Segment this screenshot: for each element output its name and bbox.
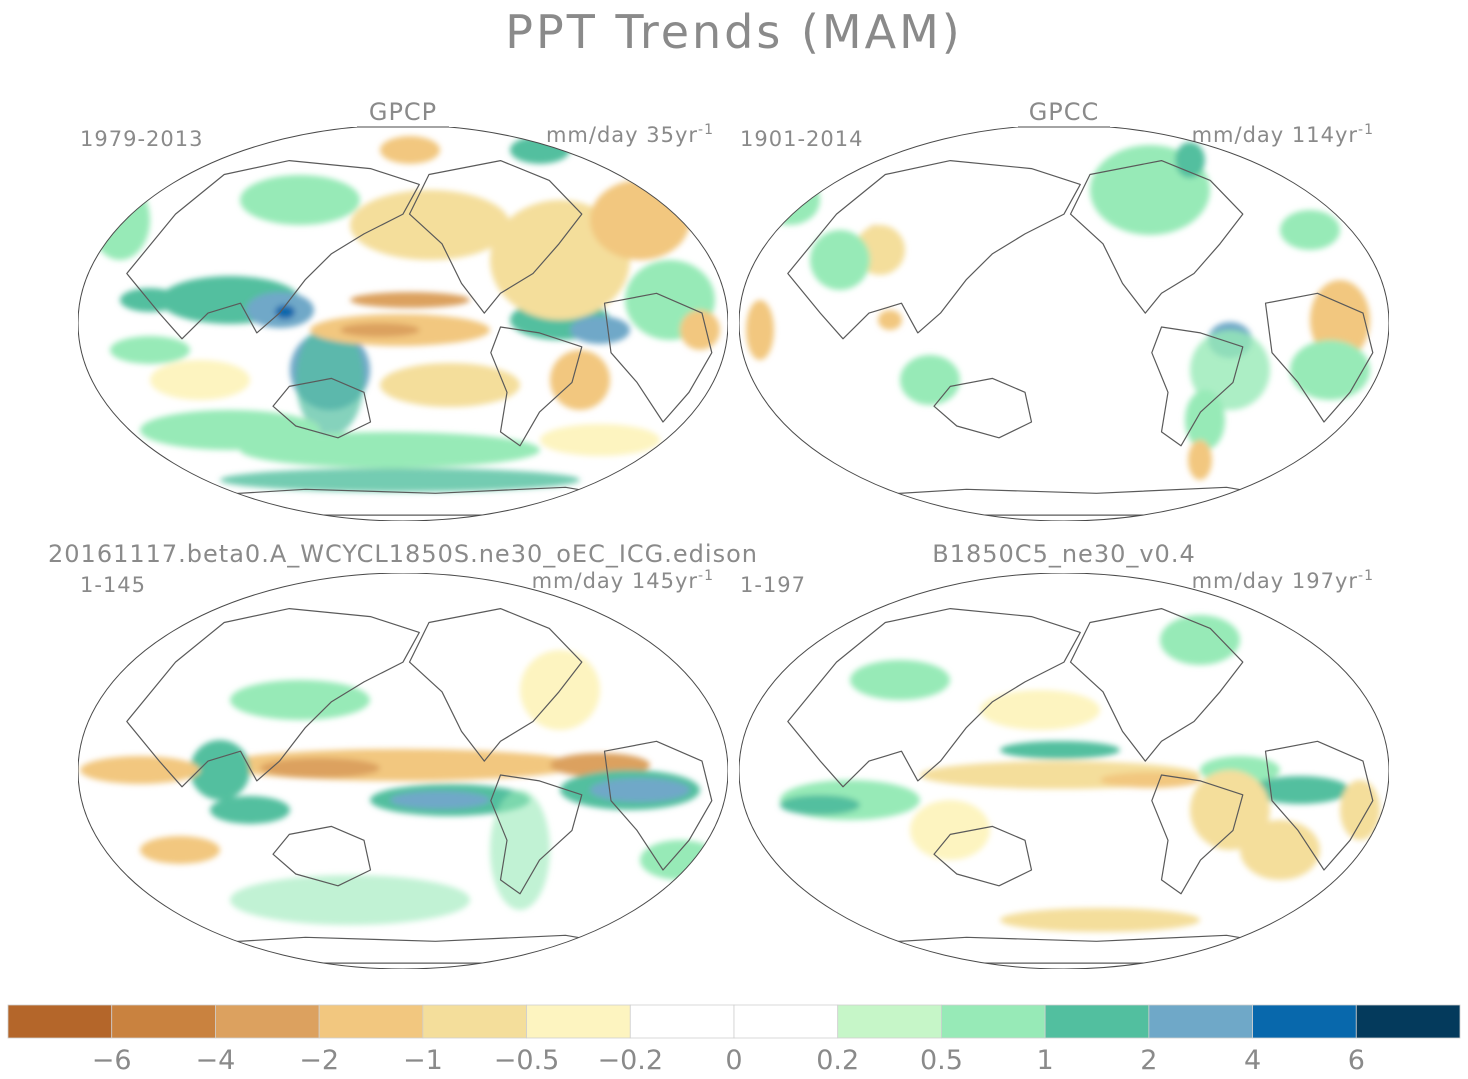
panel-model-b1850: B1850C5_ne30_v0.4 1-197 mm/day 197yr-1 (739, 540, 1389, 969)
coastline (1151, 774, 1244, 895)
colorbar-box (1044, 1004, 1150, 1039)
colorbar-tick-label: −2 (299, 1045, 339, 1076)
coastline (126, 607, 420, 788)
period-label: 1979-2013 (80, 127, 203, 151)
colorbar-box (1355, 1004, 1461, 1039)
coastline (126, 160, 420, 340)
colorbar-tick-label: −0.2 (598, 1045, 664, 1076)
colorbar-box (422, 1004, 527, 1039)
panel-title: 20161117.beta0.A_WCYCL1850S.ne30_oEC_ICG… (48, 540, 758, 568)
coastline (272, 377, 372, 439)
colorbar-box (629, 1004, 735, 1039)
coastline (933, 377, 1033, 439)
colorbar-labels: −6 −4 −2 −1 −0.5 −0.2 0 0.2 0.5 1 2 4 6 (92, 1045, 1365, 1076)
period-label: 1901-2014 (740, 127, 863, 151)
units-label: mm/day 35yr-1 (546, 122, 714, 147)
coastline (933, 825, 1033, 887)
colorbar-box (7, 1004, 113, 1039)
colorbar-tick-label: 0.5 (920, 1045, 963, 1076)
trend-field (80, 650, 720, 925)
colorbar-box (526, 1004, 631, 1039)
coastline (787, 160, 1081, 340)
colorbar-boxes (7, 1004, 1461, 1039)
colorbar-tick-label: 4 (1244, 1045, 1261, 1076)
figure-title: PPT Trends (MAM) (505, 5, 962, 59)
coastline (603, 740, 713, 871)
trend-field (90, 136, 720, 492)
coastline (1069, 607, 1244, 762)
coastline (835, 486, 1309, 516)
colorbar-box (318, 1004, 424, 1039)
coastline (490, 326, 583, 447)
coastline (174, 934, 648, 964)
colorbar-box (941, 1004, 1046, 1039)
map-frame (739, 127, 1389, 521)
panel-title: GPCC (1029, 98, 1100, 126)
coastline (1264, 740, 1374, 871)
colorbar-tick-label: 2 (1140, 1045, 1157, 1076)
colorbar-tick-label: −1 (403, 1045, 443, 1076)
period-label: 1-197 (740, 573, 806, 597)
coastline (272, 825, 372, 887)
colorbar-box (733, 1004, 839, 1039)
colorbar-tick-label: 0.2 (816, 1045, 859, 1076)
coastline (1264, 292, 1374, 423)
coastlines (126, 160, 713, 516)
coastline (408, 607, 583, 762)
panel-title: GPCP (369, 98, 437, 126)
trend-field (746, 142, 1370, 480)
colorbar-box (837, 1004, 942, 1039)
period-label: 1-145 (80, 573, 146, 597)
units-label: mm/day 197yr-1 (1192, 568, 1374, 593)
map-model-wcycl (78, 573, 728, 969)
units-label: mm/day 145yr-1 (532, 568, 714, 593)
colorbar-tick-label: −4 (196, 1045, 236, 1076)
coastline (1069, 160, 1244, 314)
panel-gpcc: GPCC 1901-2014 mm/day 114yr-1 (739, 98, 1389, 521)
map-model-b1850 (739, 573, 1389, 969)
coastline (1151, 326, 1244, 447)
colorbar-box (1252, 1004, 1357, 1039)
colorbar-box (1148, 1004, 1253, 1039)
panel-title: B1850C5_ne30_v0.4 (932, 540, 1195, 568)
coastline (787, 607, 1081, 788)
colorbar: −6 −4 −2 −1 −0.5 −0.2 0 0.2 0.5 1 2 4 6 (7, 1004, 1461, 1076)
colorbar-tick-label: 6 (1348, 1045, 1365, 1076)
colorbar-box (111, 1004, 216, 1039)
panel-model-wcycl: 20161117.beta0.A_WCYCL1850S.ne30_oEC_ICG… (48, 540, 758, 969)
units-label: mm/day 114yr-1 (1192, 122, 1374, 147)
coastline (490, 774, 583, 895)
map-gpcc (739, 126, 1389, 521)
colorbar-tick-label: −0.5 (494, 1045, 560, 1076)
coastline (835, 934, 1309, 964)
coastline (408, 160, 583, 314)
colorbar-box (215, 1004, 320, 1039)
map-gpcp (78, 126, 728, 521)
colorbar-tick-label: −6 (92, 1045, 132, 1076)
colorbar-tick-label: 0 (725, 1045, 742, 1076)
panel-gpcp: GPCP 1979-2013 mm/day 35yr-1 (78, 98, 728, 521)
coastlines (787, 160, 1374, 516)
trend-field (780, 615, 1380, 932)
coastline (603, 292, 713, 423)
colorbar-tick-label: 1 (1037, 1045, 1054, 1076)
